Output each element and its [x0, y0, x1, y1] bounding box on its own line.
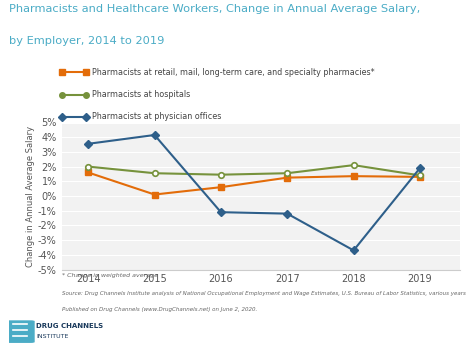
- Text: Published on Drug Channels (www.DrugChannels.net) on June 2, 2020.: Published on Drug Channels (www.DrugChan…: [62, 307, 257, 312]
- Text: Pharmacists at physician offices: Pharmacists at physician offices: [92, 112, 221, 121]
- Text: DRUG CHANNELS: DRUG CHANNELS: [36, 323, 103, 329]
- Text: by Employer, 2014 to 2019: by Employer, 2014 to 2019: [9, 36, 165, 46]
- Text: Pharmacists at hospitals: Pharmacists at hospitals: [92, 90, 190, 99]
- Text: Pharmacists and Healthcare Workers, Change in Annual Average Salary,: Pharmacists and Healthcare Workers, Chan…: [9, 4, 421, 14]
- Text: Pharmacists at retail, mail, long-term care, and specialty pharmacies*: Pharmacists at retail, mail, long-term c…: [92, 68, 374, 77]
- Text: INSTITUTE: INSTITUTE: [36, 334, 68, 338]
- Y-axis label: Change in Annual Average Salary: Change in Annual Average Salary: [26, 125, 35, 267]
- Text: Source: Drug Channels Institute analysis of National Occupational Employment and: Source: Drug Channels Institute analysis…: [62, 290, 465, 295]
- FancyBboxPatch shape: [6, 320, 35, 343]
- Text: * Change in weighted average: * Change in weighted average: [62, 273, 158, 278]
